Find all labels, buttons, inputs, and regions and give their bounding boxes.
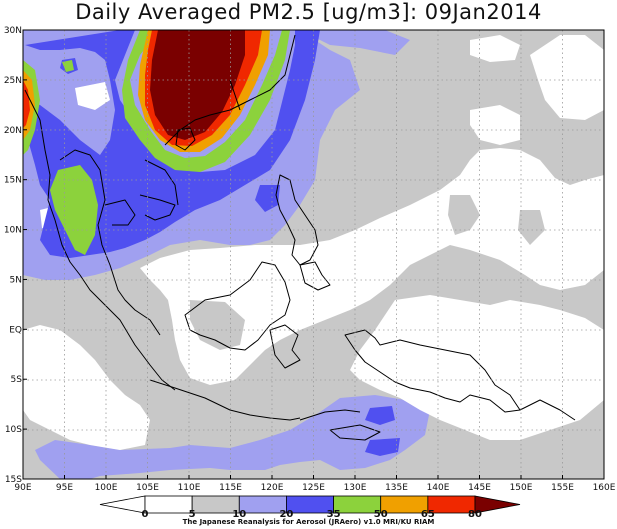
y-tick-label: 25N: [4, 76, 22, 86]
colorbar-labels: 0 5 10 20 35 50 65 80: [142, 509, 482, 520]
colorbar-label: 5: [189, 509, 196, 520]
y-tick-label: 15S: [5, 475, 22, 485]
x-tick-label: 150E: [510, 483, 533, 493]
colorbar-label: 0: [142, 509, 149, 520]
x-tick-label: 135E: [385, 483, 408, 493]
y-tick-label: 10S: [5, 425, 22, 435]
x-tick-label: 145E: [468, 483, 491, 493]
y-tick-label: EQ: [9, 325, 22, 335]
colorbar-label: 80: [468, 509, 482, 520]
colorbar-label: 10: [232, 509, 246, 520]
colorbar-high-arrow: [474, 495, 521, 514]
colorbar-label: 50: [374, 509, 388, 520]
colorbar-label: 20: [279, 509, 293, 520]
axis-ticks: [22, 29, 605, 480]
x-tick-label: 105E: [136, 483, 159, 493]
y-tick-label: 20N: [4, 126, 22, 136]
lat-lon-grid: [23, 30, 604, 479]
x-tick-label: 100E: [95, 483, 118, 493]
x-tick-label: 125E: [302, 483, 325, 493]
x-tick-label: 90E: [14, 483, 31, 493]
colorbar-label: 35: [327, 509, 341, 520]
colorbar-bin-0-5: [144, 495, 193, 514]
x-tick-label: 130E: [344, 483, 367, 493]
y-tick-label: 30N: [4, 26, 22, 36]
pm25-field: [23, 30, 604, 479]
field-5-10: [190, 195, 545, 350]
y-tick-label: 5S: [11, 375, 23, 385]
x-tick-label: 110E: [178, 483, 201, 493]
credit-text: The Japanese Reanalysis for Aerosol (JRA…: [182, 518, 435, 526]
y-tick-label: 10N: [4, 226, 22, 236]
colorbar: [99, 495, 521, 514]
x-tick-label: 120E: [261, 483, 284, 493]
colorbar-label: 65: [421, 509, 435, 520]
x-tick-label: 95E: [56, 483, 73, 493]
x-tick-label: 155E: [551, 483, 574, 493]
y-axis-labels: 30N 25N 20N 15N 10N 5N EQ 5S 10S 15S: [4, 26, 22, 485]
x-tick-label: 115E: [219, 483, 242, 493]
y-tick-label: 15N: [4, 176, 22, 186]
x-axis-labels: 90E 95E 100E 105E 110E 115E 120E 125E 130E 135E 14…: [14, 483, 615, 493]
colorbar-low-arrow: [99, 495, 146, 514]
x-tick-label: 160E: [593, 483, 616, 493]
x-tick-label: 140E: [427, 483, 450, 493]
y-tick-label: 5N: [10, 275, 22, 285]
map-title: Daily Averaged PM2.5 [ug/m3]: 09Jan2014: [75, 0, 542, 24]
